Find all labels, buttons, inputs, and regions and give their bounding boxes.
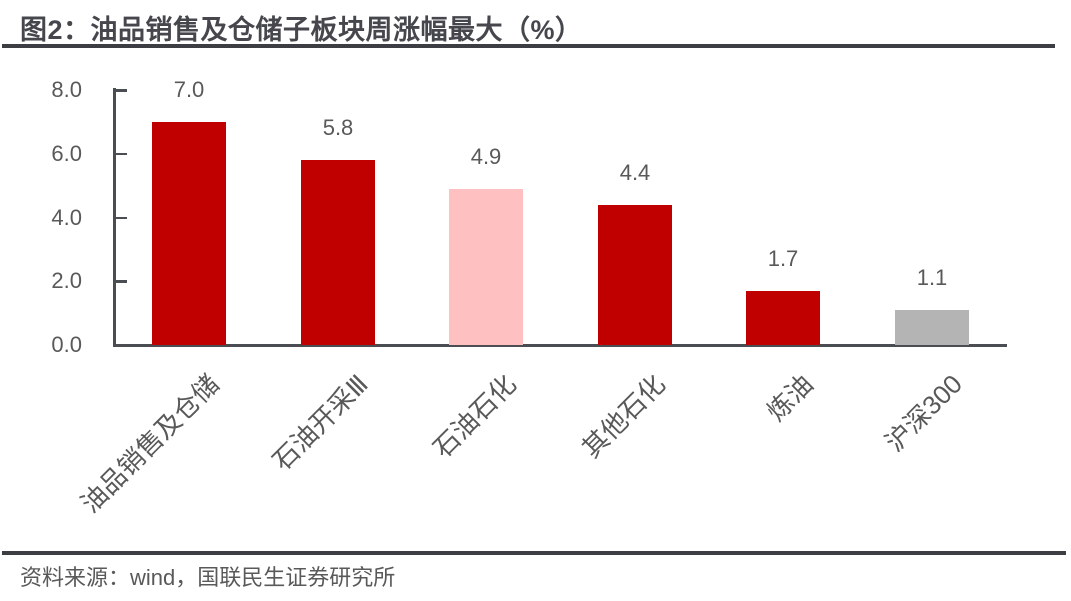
y-axis-label: 8.0 [51,77,82,102]
bar-value-label: 4.9 [470,143,502,169]
bar-6 [895,309,969,345]
bar-value-label: 4.4 [619,159,651,185]
figure-title: 图2：油品销售及仓储子板块周涨幅最大（%） [20,15,583,45]
y-axis-label: 4.0 [51,204,82,230]
source-divider [2,551,1066,555]
bar-2 [301,160,375,345]
x-axis-line [113,344,1007,347]
bar-4 [598,204,672,345]
bar-value-label: 7.0 [173,76,205,102]
bar-3 [449,188,523,345]
bar-value-label: 1.7 [767,245,799,271]
source-text: 资料来源：wind，国联民生证券研究所 [20,565,396,590]
bar-value-label: 1.1 [916,264,948,290]
y-tick [116,89,127,92]
bar-1 [152,121,226,345]
y-tick [116,216,127,219]
y-tick [116,152,127,156]
title-underline [2,44,1055,48]
y-axis-label: 6.0 [51,140,82,166]
bar-value-label: 5.8 [322,115,354,141]
bar-5 [746,290,820,345]
y-axis-line [113,88,116,347]
y-tick [116,280,127,283]
y-axis-label: 0.0 [51,332,82,357]
y-axis-label: 2.0 [51,268,82,294]
bar-chart: 8.0 6.0 4.0 2.0 0.0 7.0 油品销售及仓储 5.8 石油开采Ⅲ 4.9 石油石化… [0,60,1071,550]
